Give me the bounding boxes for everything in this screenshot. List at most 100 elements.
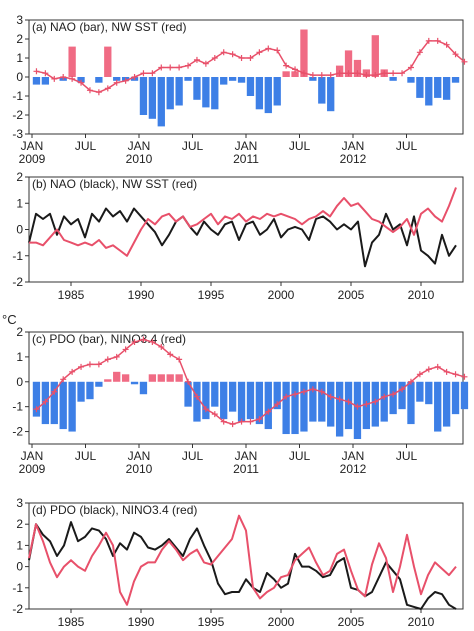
- line-point-marker: [95, 89, 102, 96]
- line-point-marker: [336, 396, 343, 403]
- panel-b: (b) NAO (black), NW SST (red) 2 1 0 -1 -2 1985…: [12, 170, 464, 302]
- bar: [451, 381, 460, 415]
- panel-title: (b) NAO (black), NW SST (red): [32, 177, 197, 191]
- x-tick-label: JUL: [75, 139, 97, 153]
- bar: [220, 381, 228, 420]
- bar: [300, 29, 308, 77]
- line-point-marker: [256, 416, 263, 423]
- line-point-marker: [33, 68, 40, 75]
- bar: [202, 381, 210, 420]
- x-tick-year-label: 2012: [340, 462, 367, 476]
- line-point-marker: [42, 398, 49, 405]
- line-point-marker: [407, 64, 414, 71]
- line-point-marker: [95, 361, 102, 368]
- y-tick-label: 2: [16, 517, 23, 531]
- line-point-marker: [229, 421, 236, 428]
- bar: [113, 77, 121, 81]
- x-tick-year-label: 2010: [126, 152, 153, 166]
- x-tick-year-label: 2009: [19, 152, 46, 166]
- line-point-marker: [149, 338, 156, 345]
- bar: [353, 381, 362, 440]
- bar: [434, 77, 442, 98]
- bar: [77, 381, 85, 402]
- y-tick-label: 0: [16, 70, 23, 84]
- line-point-marker: [292, 391, 299, 398]
- y-tick-label: 1: [16, 51, 23, 65]
- line-point-marker: [51, 388, 58, 395]
- x-tick-label: 1995: [198, 288, 225, 302]
- line-point-marker: [202, 406, 209, 413]
- series-line-red: [29, 187, 457, 257]
- bar: [246, 381, 255, 420]
- x-tick-year-label: 2011: [233, 152, 259, 166]
- bar: [407, 381, 415, 425]
- panel-title: (a) NAO (bar), NW SST (red): [32, 20, 186, 34]
- y-tick-label: -2: [12, 602, 23, 616]
- line-point-marker: [158, 64, 165, 71]
- y-tick-label: 0: [16, 560, 23, 574]
- bar: [344, 381, 353, 430]
- line-point-marker: [193, 56, 200, 63]
- bar: [389, 381, 397, 415]
- y-tick-label: -1: [12, 249, 23, 263]
- line-point-marker: [131, 74, 138, 80]
- line-point-marker: [185, 62, 192, 69]
- line-point-marker: [42, 70, 49, 77]
- bar: [237, 77, 246, 83]
- bar: [184, 77, 192, 81]
- series-line-red: [28, 514, 457, 606]
- bar: [291, 71, 299, 77]
- line-point-marker: [265, 408, 272, 415]
- y-axis-unit-label: °C: [2, 312, 17, 327]
- line-point-marker: [220, 418, 227, 425]
- bar: [371, 35, 379, 77]
- line-point-marker: [452, 371, 459, 378]
- plot-frame: [28, 331, 464, 445]
- bar: [318, 381, 326, 422]
- line-point-marker: [407, 378, 414, 385]
- bar: [139, 381, 148, 395]
- bar: [104, 379, 112, 382]
- y-tick-label: 3: [16, 13, 23, 27]
- y-tick-label: -1: [12, 400, 23, 414]
- bar: [95, 77, 103, 83]
- line-point-marker: [247, 418, 254, 425]
- line-point-marker: [167, 351, 174, 358]
- line-point-marker: [176, 356, 183, 363]
- line-point-marker: [300, 70, 307, 77]
- line-point-marker: [309, 386, 316, 393]
- line-point-marker: [292, 66, 299, 73]
- y-tick-label: 2: [16, 170, 23, 184]
- line-point-marker: [345, 70, 352, 77]
- y-tick-label: 1: [16, 196, 23, 210]
- x-tick-year-label: 2009: [19, 462, 46, 476]
- line-point-marker: [425, 366, 432, 373]
- bar: [68, 381, 76, 432]
- bar: [175, 374, 183, 382]
- line-point-marker: [131, 338, 138, 345]
- line-point-marker: [345, 398, 352, 405]
- bar: [68, 46, 76, 77]
- panel-c: (c) PDO (bar), NINO3.4 (red)210-1-2JAN20…: [12, 325, 469, 476]
- line-point-marker: [372, 398, 379, 405]
- bar: [273, 77, 281, 106]
- y-tick-label: 0: [16, 375, 23, 389]
- x-tick-label: 1990: [128, 288, 155, 302]
- line-point-marker: [309, 72, 316, 79]
- line-point-marker: [256, 49, 263, 56]
- line-point-marker: [60, 74, 67, 80]
- y-tick-label: -2: [12, 108, 23, 122]
- panel-title: (d) PDO (black), NINO3.4 (red): [32, 503, 197, 517]
- line-point-marker: [300, 388, 307, 395]
- x-tick-year-label: 2010: [126, 462, 153, 476]
- y-tick-label: 2: [16, 325, 23, 339]
- bar: [193, 77, 201, 100]
- bar: [184, 381, 192, 407]
- panel-title: (c) PDO (bar), NINO3.4 (red): [32, 332, 186, 346]
- x-tick-label: JAN: [21, 139, 44, 153]
- bar: [309, 77, 317, 81]
- line-point-marker: [443, 41, 450, 48]
- bar: [41, 77, 50, 85]
- bar: [327, 381, 335, 427]
- line-point-marker: [399, 70, 406, 77]
